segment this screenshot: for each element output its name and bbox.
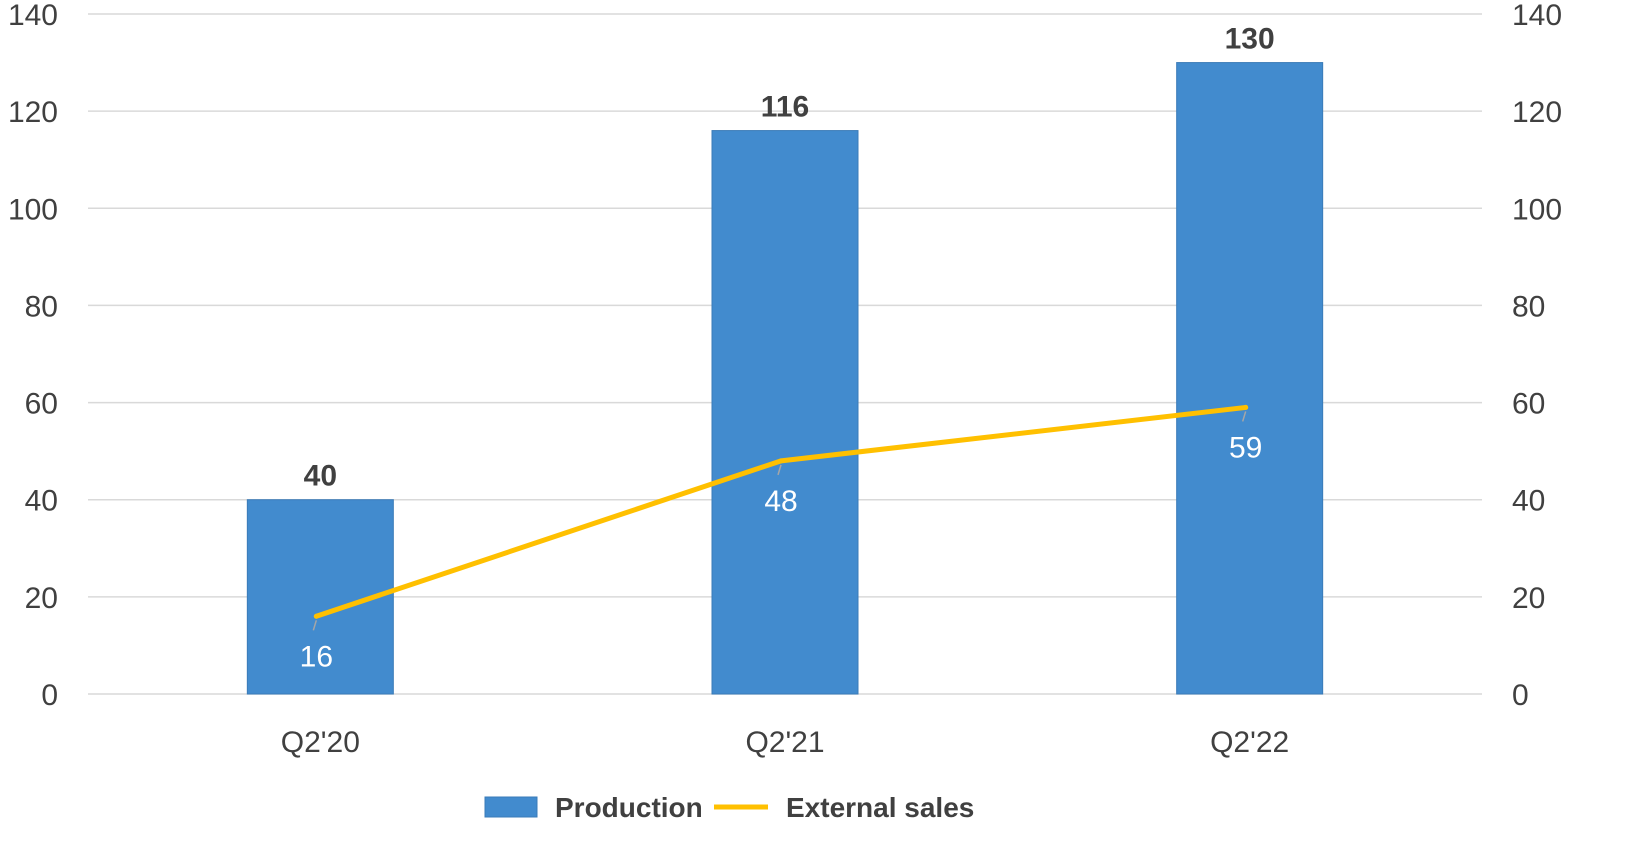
production-bar	[711, 130, 859, 695]
left-tick-label: 60	[25, 388, 58, 421]
external-sales-line	[312, 404, 1249, 631]
external-sales-value-label: 59	[1229, 431, 1262, 464]
left-y-axis: 0 20 40 60 80 100 120 140	[8, 0, 58, 712]
production-value-label: 130	[1225, 23, 1275, 56]
left-tick-label: 40	[25, 485, 58, 518]
x-axis-categories: Q2'20 Q2'21 Q2'22	[281, 726, 1289, 759]
legend: Production External sales	[484, 792, 974, 823]
right-tick-label: 80	[1512, 290, 1545, 323]
production-bar	[1176, 62, 1324, 695]
category-label: Q2'20	[281, 726, 360, 759]
external-sales-point	[1243, 404, 1249, 410]
external-sales-point	[313, 613, 319, 619]
legend-production-swatch	[484, 796, 538, 818]
external-sales-value-label: 48	[764, 485, 797, 518]
left-tick-label: 80	[25, 290, 58, 323]
production-value-label: 40	[304, 460, 337, 493]
leader-line	[312, 620, 318, 631]
left-tick-label: 0	[41, 679, 58, 712]
right-tick-label: 40	[1512, 485, 1545, 518]
production-value-label: 116	[761, 91, 809, 124]
left-tick-label: 140	[8, 0, 58, 32]
category-label: Q2'21	[745, 726, 824, 759]
right-tick-label: 120	[1512, 96, 1562, 129]
right-tick-label: 140	[1512, 0, 1562, 32]
data-labels: 40 116 130 16 48 59	[300, 23, 1275, 674]
leader-line	[1241, 411, 1247, 422]
left-tick-label: 20	[25, 582, 58, 615]
right-tick-label: 60	[1512, 388, 1545, 421]
external-sales-value-label: 16	[300, 640, 333, 673]
left-tick-label: 100	[8, 193, 58, 226]
external-sales-point	[778, 458, 784, 464]
right-tick-label: 100	[1512, 193, 1562, 226]
right-tick-label: 20	[1512, 582, 1545, 615]
left-tick-label: 120	[8, 96, 58, 129]
right-y-axis: 0 20 40 60 80 100 120 140	[1512, 0, 1562, 712]
leader-line	[777, 464, 782, 476]
legend-external-sales-label: External sales	[786, 792, 974, 823]
right-tick-label: 0	[1512, 679, 1529, 712]
production-bars	[246, 62, 1324, 695]
legend-production-label: Production	[555, 792, 703, 823]
category-label: Q2'22	[1210, 726, 1289, 759]
